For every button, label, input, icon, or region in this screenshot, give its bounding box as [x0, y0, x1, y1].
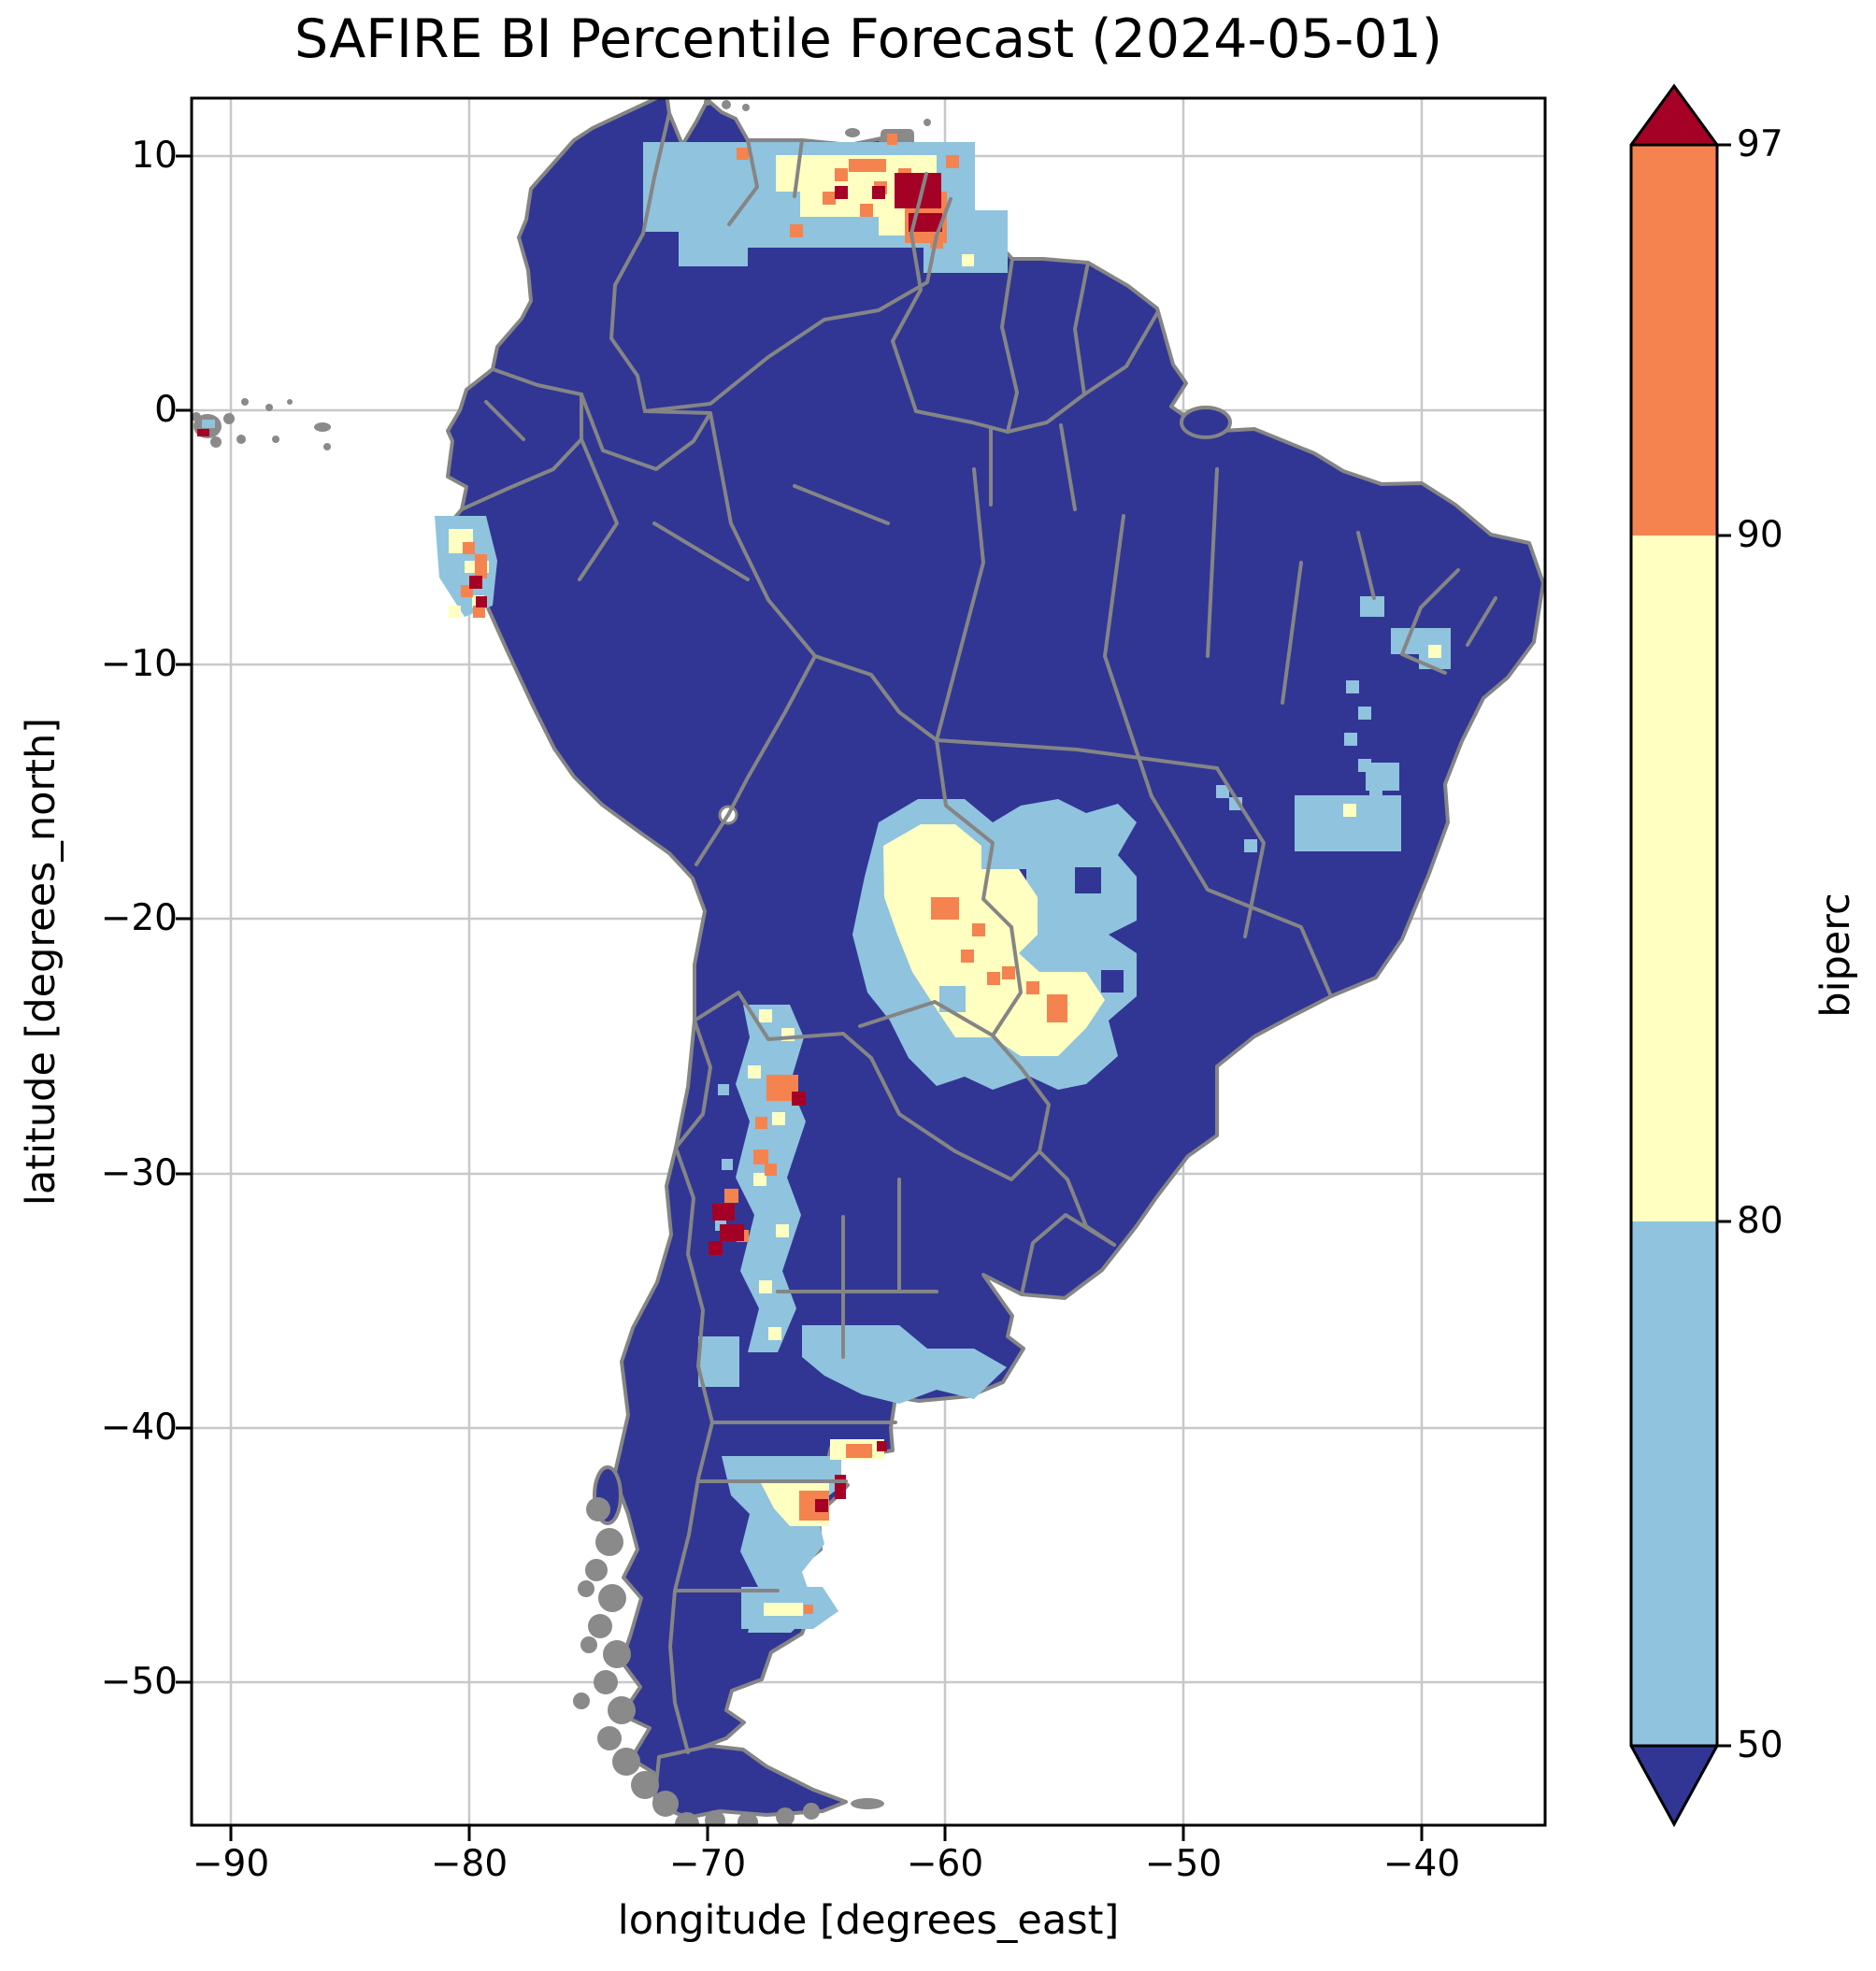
colorbar-seg-80-90: [1631, 536, 1717, 1221]
colorbar-tick-80: 80: [1737, 1200, 1783, 1242]
tick-marks: [176, 154, 1424, 1841]
x-tick-minus80: −80: [430, 1843, 508, 1885]
marajo-island: [1180, 406, 1232, 439]
colorbar-ticks: [1717, 143, 1731, 1748]
margarita-island: [845, 128, 860, 137]
axes-frame: [190, 96, 1547, 1827]
isla-de-los-estados: [851, 1798, 884, 1809]
x-tick-minus50: −50: [1144, 1843, 1223, 1885]
x-tick-minus60: −60: [906, 1843, 984, 1885]
fjords-and-islands: [192, 98, 931, 1825]
y-tick-10: 10: [131, 135, 178, 177]
x-tick-minus40: −40: [1382, 1843, 1461, 1885]
y-tick-minus50: −50: [100, 1661, 178, 1703]
y-axis-label: latitude [degrees_north]: [18, 717, 64, 1207]
colorbar: [1629, 83, 1731, 1828]
percentile-over-97-patches: [197, 173, 942, 1512]
colorbar-seg-90-97: [1631, 145, 1717, 536]
colorbar-tick-90: 90: [1737, 514, 1783, 556]
y-tick-minus20: −20: [100, 897, 178, 939]
colorbar-label: biperc: [1812, 893, 1859, 1018]
x-tick-minus70: −70: [668, 1843, 747, 1885]
tobago-island: [924, 119, 931, 126]
colorbar-tick-50: 50: [1737, 1724, 1783, 1766]
y-tick-minus30: −30: [100, 1152, 178, 1194]
colorbar-over-arrow: [1631, 86, 1717, 145]
colorbar-tick-97: 97: [1737, 123, 1783, 165]
x-axis-label: longitude [degrees_east]: [617, 1897, 1120, 1944]
colorbar-seg-50-80: [1631, 1221, 1717, 1746]
y-tick-minus10: −10: [100, 643, 178, 685]
colorbar-under-arrow: [1631, 1746, 1717, 1824]
admin-borders: [460, 111, 1497, 1754]
y-tick-0: 0: [154, 389, 178, 431]
chart-title: SAFIRE BI Percentile Forecast (2024-05-0…: [294, 8, 1442, 70]
x-tick-minus90: −90: [192, 1843, 270, 1885]
y-tick-minus40: −40: [100, 1407, 178, 1449]
